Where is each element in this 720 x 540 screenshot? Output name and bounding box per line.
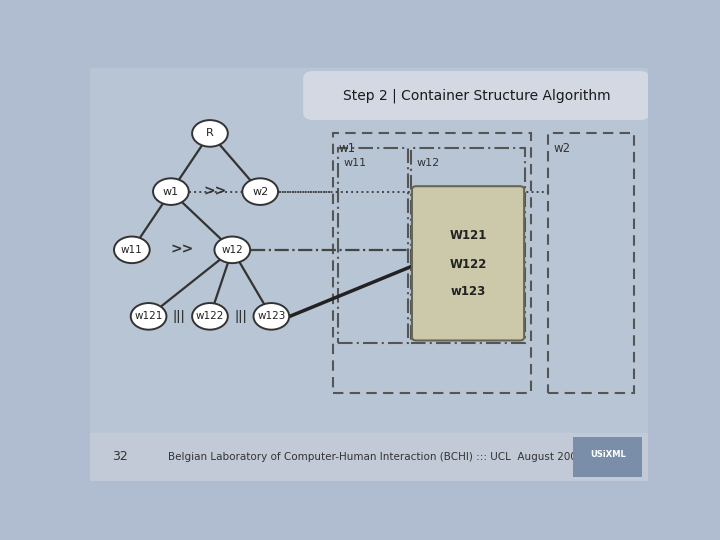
Bar — [90, 433, 648, 481]
Text: w12: w12 — [416, 158, 440, 168]
Circle shape — [192, 120, 228, 147]
Text: w11: w11 — [344, 158, 367, 168]
Text: w1: w1 — [163, 187, 179, 197]
Text: w121: w121 — [135, 312, 163, 321]
Text: Belgian Laboratory of Computer-Human Interaction (BCHI) ::: UCL  August 2007: Belgian Laboratory of Computer-Human Int… — [168, 452, 584, 462]
Text: w2: w2 — [252, 187, 269, 197]
Text: >>: >> — [204, 185, 228, 199]
Text: 32: 32 — [112, 450, 128, 463]
Bar — [547, 133, 634, 393]
Text: USiXML: USiXML — [590, 450, 626, 460]
Text: Step 2 | Container Structure Algorithm: Step 2 | Container Structure Algorithm — [343, 89, 611, 103]
FancyBboxPatch shape — [303, 71, 649, 120]
Circle shape — [131, 303, 166, 329]
Text: W122: W122 — [449, 258, 487, 271]
Bar — [572, 436, 642, 477]
Text: w123: w123 — [451, 285, 486, 298]
Text: w12: w12 — [222, 245, 243, 255]
Circle shape — [243, 178, 278, 205]
FancyBboxPatch shape — [86, 68, 652, 440]
Bar — [338, 148, 408, 343]
Text: R: R — [206, 129, 214, 138]
Text: w11: w11 — [121, 245, 143, 255]
Text: w123: w123 — [257, 312, 286, 321]
Text: w2: w2 — [553, 141, 570, 155]
Circle shape — [153, 178, 189, 205]
FancyBboxPatch shape — [412, 186, 524, 341]
Circle shape — [215, 237, 250, 263]
Text: >>: >> — [171, 243, 194, 257]
Text: |||: ||| — [173, 310, 186, 323]
Text: w1: w1 — [338, 141, 356, 155]
Circle shape — [192, 303, 228, 329]
Circle shape — [253, 303, 289, 329]
Text: |||: ||| — [234, 310, 247, 323]
Bar — [333, 133, 531, 393]
Text: w122: w122 — [196, 312, 224, 321]
Bar — [411, 148, 525, 343]
Text: W121: W121 — [449, 229, 487, 242]
Circle shape — [114, 237, 150, 263]
